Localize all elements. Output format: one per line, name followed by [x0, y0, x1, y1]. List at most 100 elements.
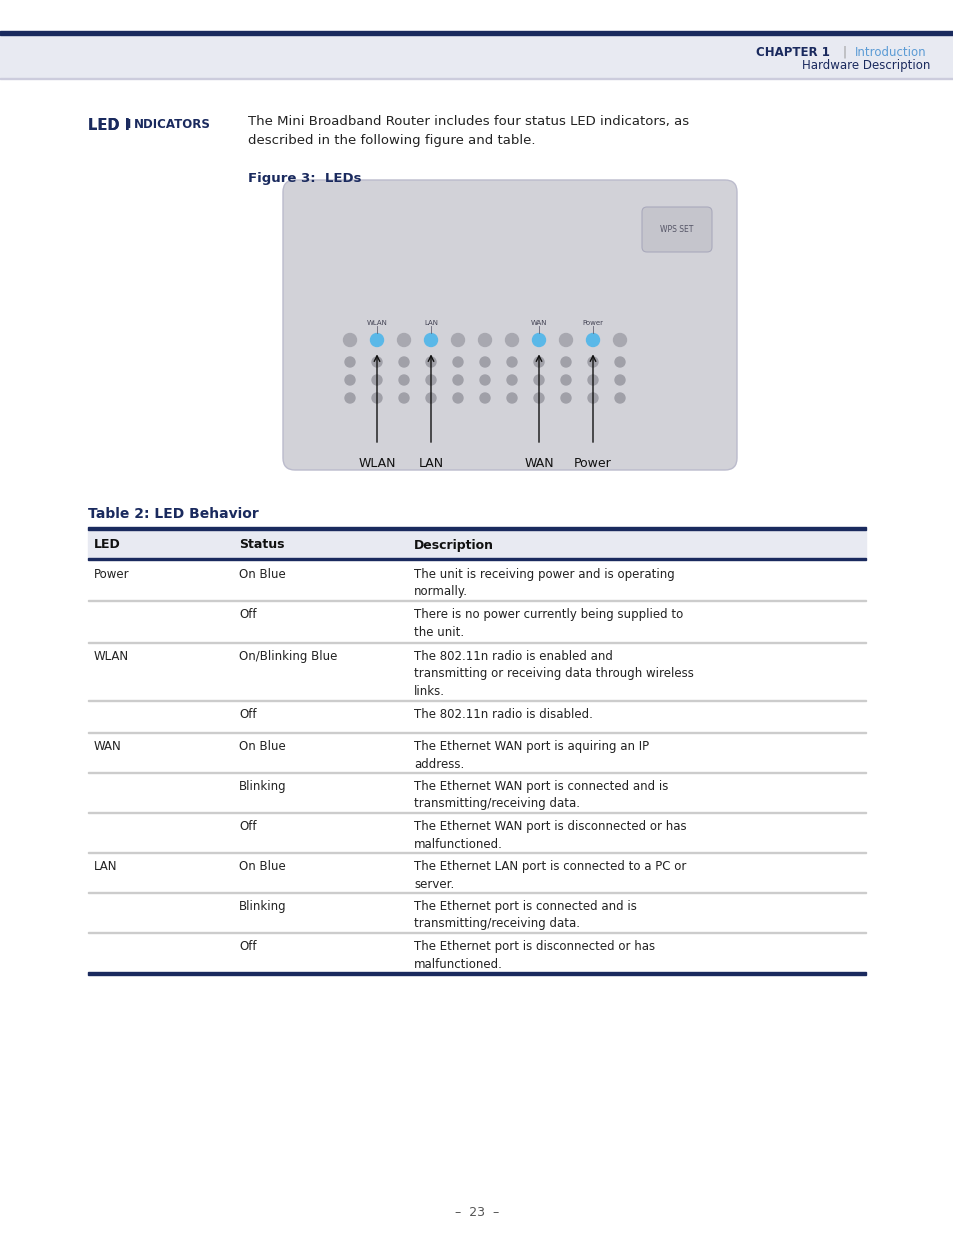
Bar [88, 559, 865, 600]
Circle shape [398, 393, 409, 403]
FancyBboxPatch shape [641, 207, 711, 252]
Bar [88, 558, 865, 559]
Text: |: | [842, 46, 846, 58]
Circle shape [398, 357, 409, 367]
Circle shape [560, 393, 571, 403]
Text: Off: Off [239, 708, 256, 721]
Circle shape [398, 375, 409, 385]
Text: WLAN: WLAN [366, 320, 387, 326]
Circle shape [343, 333, 356, 347]
Text: Blinking: Blinking [239, 900, 286, 913]
Text: Power: Power [574, 457, 611, 471]
Text: Off: Off [239, 940, 256, 953]
Text: LAN: LAN [94, 860, 117, 873]
Circle shape [586, 333, 598, 347]
Text: WAN: WAN [94, 740, 122, 753]
Bar [88, 811, 865, 852]
Circle shape [615, 375, 624, 385]
Circle shape [532, 333, 545, 347]
Text: Hardware Description: Hardware Description [801, 59, 929, 73]
Text: LAN: LAN [418, 457, 443, 471]
Circle shape [345, 357, 355, 367]
Circle shape [506, 393, 517, 403]
Circle shape [479, 393, 490, 403]
Bar [88, 852, 865, 892]
Text: LED I: LED I [88, 119, 130, 133]
Text: Off: Off [239, 820, 256, 832]
Circle shape [370, 333, 383, 347]
Circle shape [615, 357, 624, 367]
Circle shape [534, 375, 543, 385]
Bar [0, 35, 953, 78]
Circle shape [479, 375, 490, 385]
Circle shape [424, 333, 437, 347]
Text: Blinking: Blinking [239, 781, 286, 793]
Text: –  23  –: – 23 – [455, 1205, 498, 1219]
Text: Power: Power [582, 320, 603, 326]
Text: The Ethernet LAN port is connected to a PC or
server.: The Ethernet LAN port is connected to a … [414, 860, 685, 890]
Circle shape [372, 375, 381, 385]
Circle shape [615, 393, 624, 403]
Text: Introduction: Introduction [854, 46, 925, 58]
Text: NDICATORS: NDICATORS [133, 119, 211, 131]
Text: On Blue: On Blue [239, 860, 286, 873]
Text: The unit is receiving power and is operating
normally.: The unit is receiving power and is opera… [414, 568, 674, 599]
Text: LED: LED [94, 538, 121, 552]
Text: CHAPTER 1: CHAPTER 1 [755, 46, 829, 58]
Circle shape [397, 333, 410, 347]
Circle shape [478, 333, 491, 347]
Circle shape [587, 375, 598, 385]
Bar [88, 892, 865, 932]
Bar [88, 772, 865, 811]
Bar [88, 932, 865, 972]
Circle shape [558, 333, 572, 347]
Bar [0, 0, 953, 32]
Text: Status: Status [239, 538, 284, 552]
Bar [88, 732, 865, 772]
Circle shape [426, 393, 436, 403]
Circle shape [453, 375, 462, 385]
Text: The 802.11n radio is enabled and
transmitting or receiving data through wireless: The 802.11n radio is enabled and transmi… [414, 650, 693, 698]
Text: The Ethernet WAN port is disconnected or has
malfunctioned.: The Ethernet WAN port is disconnected or… [414, 820, 686, 851]
Text: WAN: WAN [523, 457, 554, 471]
Text: Off: Off [239, 608, 256, 621]
Circle shape [506, 375, 517, 385]
Text: Table 2: LED Behavior: Table 2: LED Behavior [88, 508, 258, 521]
Circle shape [506, 357, 517, 367]
Bar [88, 972, 865, 974]
Circle shape [587, 357, 598, 367]
Bar [0, 31, 953, 35]
Circle shape [534, 357, 543, 367]
Circle shape [372, 357, 381, 367]
Text: The Mini Broadband Router includes four status LED indicators, as
described in t: The Mini Broadband Router includes four … [248, 115, 688, 147]
Circle shape [345, 393, 355, 403]
Bar [88, 527, 865, 530]
Text: On/Blinking Blue: On/Blinking Blue [239, 650, 337, 663]
Circle shape [426, 357, 436, 367]
Circle shape [534, 393, 543, 403]
Text: On Blue: On Blue [239, 740, 286, 753]
Text: The Ethernet WAN port is aquiring an IP
address.: The Ethernet WAN port is aquiring an IP … [414, 740, 648, 771]
Circle shape [560, 357, 571, 367]
Text: I: I [127, 119, 132, 131]
Text: LED: LED [88, 119, 125, 133]
Text: The Ethernet WAN port is connected and is
transmitting/receiving data.: The Ethernet WAN port is connected and i… [414, 781, 668, 810]
FancyBboxPatch shape [283, 180, 737, 471]
Text: There is no power currently being supplied to
the unit.: There is no power currently being suppli… [414, 608, 682, 638]
Circle shape [453, 357, 462, 367]
Bar [88, 530, 865, 558]
Circle shape [587, 393, 598, 403]
Text: WLAN: WLAN [94, 650, 129, 663]
Text: WLAN: WLAN [358, 457, 395, 471]
Circle shape [479, 357, 490, 367]
Circle shape [451, 333, 464, 347]
Circle shape [426, 375, 436, 385]
Text: WPS SET: WPS SET [659, 225, 693, 233]
Bar [88, 600, 865, 642]
Circle shape [560, 375, 571, 385]
Bar [88, 642, 865, 700]
Bar [88, 700, 865, 732]
Text: Description: Description [414, 538, 494, 552]
Text: WAN: WAN [530, 320, 547, 326]
Text: The 802.11n radio is disabled.: The 802.11n radio is disabled. [414, 708, 592, 721]
